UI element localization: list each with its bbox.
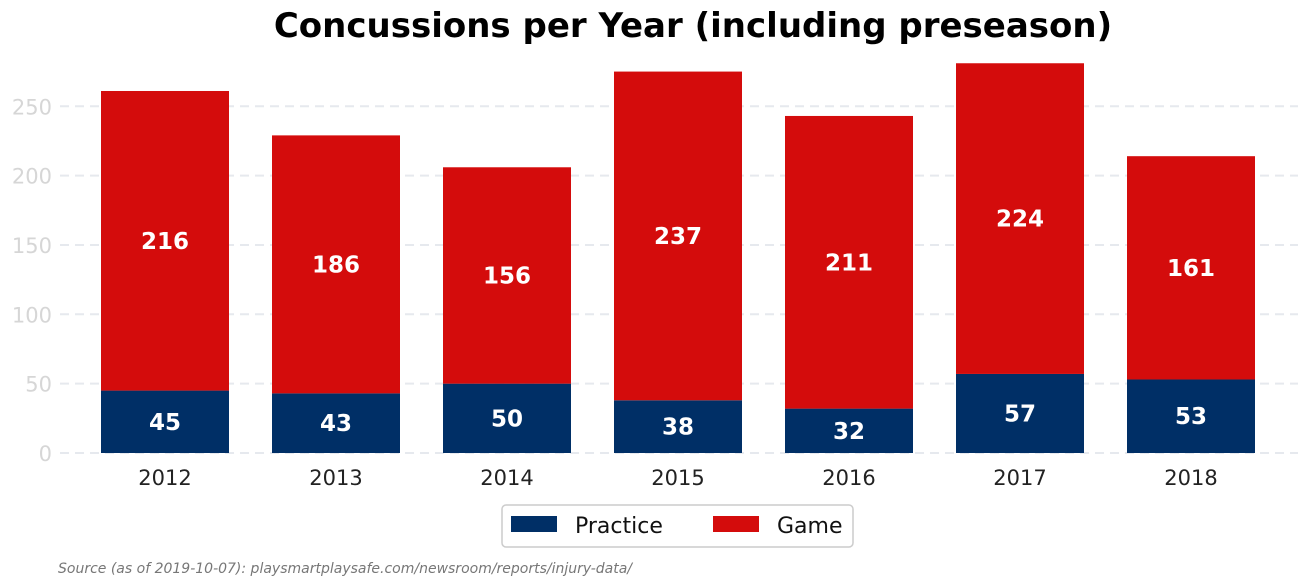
y-tick-label: 50 (25, 373, 52, 397)
data-label-practice-2012: 45 (149, 410, 181, 436)
data-label-game-2017: 224 (996, 207, 1044, 233)
x-tick-label: 2017 (993, 466, 1046, 490)
bar-game-2013 (272, 135, 400, 394)
bar-practice-2018 (1127, 379, 1255, 453)
bar-game-2018 (1127, 156, 1255, 380)
y-tick-label: 250 (12, 95, 52, 119)
data-label-game-2018: 161 (1167, 256, 1215, 282)
legend-box (501, 504, 854, 548)
y-tick-label: 100 (12, 303, 52, 327)
y-tick-label: 0 (39, 442, 52, 466)
y-tick-label: 200 (12, 165, 52, 189)
bar-practice-2015 (614, 400, 742, 453)
bar-game-2015 (614, 71, 742, 401)
y-tick-label: 150 (12, 234, 52, 258)
legend-label-practice: Practice (575, 514, 663, 539)
data-label-practice-2017: 57 (1004, 401, 1036, 427)
chart-title: Concussions per Year (including preseaso… (274, 6, 1112, 46)
legend: Practice Game (501, 504, 854, 548)
bar-practice-2014 (443, 383, 571, 453)
data-label-practice-2016: 32 (833, 419, 865, 445)
data-label-practice-2014: 50 (491, 406, 523, 432)
data-label-game-2015: 237 (654, 224, 702, 250)
y-axis-ticks: 0 50 100 150 200 250 (12, 95, 52, 466)
x-tick-label: 2016 (822, 466, 875, 490)
x-tick-label: 2018 (1164, 466, 1217, 490)
bar-practice-2017 (956, 373, 1084, 453)
data-label-game-2012: 216 (141, 229, 189, 255)
bar-practice-2016 (785, 408, 913, 453)
bar-practice-2012 (101, 390, 229, 453)
x-tick-label: 2015 (651, 466, 704, 490)
bar-game-2014 (443, 167, 571, 384)
data-label-practice-2015: 38 (662, 415, 694, 441)
source-note: Source (as of 2019-10-07): playsmartplay… (58, 561, 633, 577)
legend-swatch-practice (511, 516, 557, 532)
data-label-practice-2013: 43 (320, 411, 352, 437)
data-label-game-2016: 211 (825, 250, 873, 276)
x-tick-label: 2012 (138, 466, 191, 490)
bar-game-2016 (785, 115, 913, 409)
x-tick-label: 2013 (309, 466, 362, 490)
data-label-game-2014: 156 (483, 263, 531, 289)
bars: 45 216 43 186 50 156 38 237 32 211 57 224 53 161 (101, 63, 1255, 453)
bar-game-2012 (101, 90, 229, 391)
bar-practice-2013 (272, 393, 400, 453)
x-tick-label: 2014 (480, 466, 533, 490)
x-axis-ticks: 2012 2013 2014 2015 2016 2017 2018 (138, 466, 1217, 490)
legend-swatch-game (713, 516, 759, 532)
legend-label-game: Game (777, 514, 843, 539)
data-label-practice-2018: 53 (1175, 404, 1207, 430)
bar-game-2017 (956, 63, 1084, 374)
data-label-game-2013: 186 (312, 252, 360, 278)
